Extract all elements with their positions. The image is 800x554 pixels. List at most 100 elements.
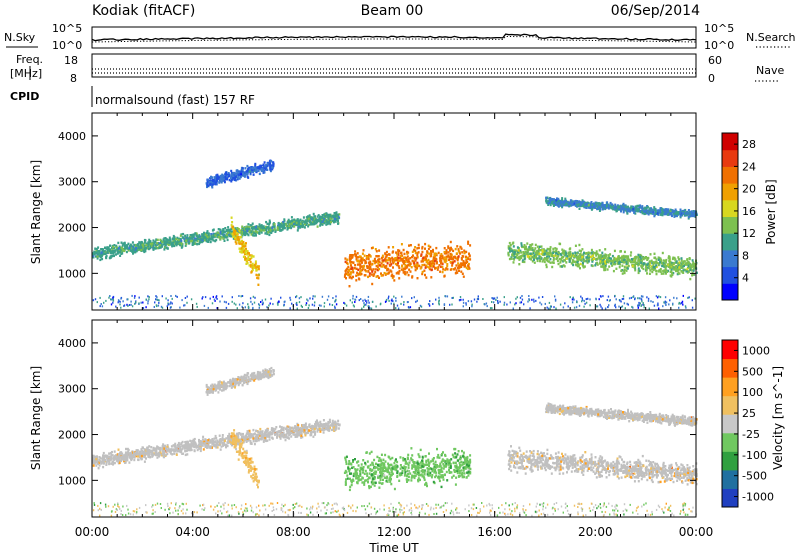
noise-cell	[632, 296, 634, 298]
scatter-cell	[641, 205, 644, 208]
scatter-cell	[561, 197, 564, 200]
scatter-cell	[148, 238, 151, 242]
power-colorbar-label: Power [dB]	[764, 179, 778, 244]
scatter-cell	[669, 211, 672, 215]
nave-tick-bottom: 0	[708, 72, 715, 85]
scatter-cell	[335, 211, 338, 214]
noise-cell	[207, 306, 209, 309]
scatter-cell	[149, 245, 152, 248]
noise-cell	[684, 305, 687, 308]
noise-cell	[643, 304, 645, 307]
scatter-cell	[252, 226, 255, 229]
scatter-cell	[111, 246, 113, 250]
scatter-cell	[590, 201, 593, 204]
noise-cell	[659, 296, 662, 299]
noise-cell	[509, 301, 511, 304]
scatter-cell	[149, 240, 151, 243]
scatter-cell	[626, 209, 629, 213]
noise-cell	[184, 297, 187, 299]
scatter-cell	[219, 238, 222, 241]
scatter-cell	[638, 269, 641, 273]
scatter-cell	[105, 254, 108, 258]
scatter-cell	[225, 233, 228, 237]
noise-cell	[533, 300, 535, 303]
scatter-cell	[227, 228, 230, 232]
noise-cell	[147, 302, 149, 305]
scatter-cell	[645, 256, 647, 259]
scatter-cell	[653, 214, 656, 218]
scatter-cell	[422, 256, 425, 260]
noise-cell	[486, 305, 488, 308]
scatter-cell	[112, 252, 115, 255]
scatter-cell	[163, 237, 166, 240]
scatter-cell	[290, 226, 293, 230]
scatter-cell	[349, 260, 352, 263]
scatter-cell	[350, 264, 352, 267]
scatter-cell	[221, 232, 224, 235]
scatter-cell	[549, 258, 552, 261]
scatter-cell	[575, 255, 578, 259]
scatter-cell	[206, 231, 208, 235]
scatter-cell	[363, 274, 366, 277]
scatter-cell	[406, 250, 408, 254]
scatter-cell	[263, 171, 266, 174]
scatter-cell	[512, 261, 515, 264]
scatter-cell	[633, 211, 636, 214]
scatter-cell	[640, 264, 643, 268]
nsky-frame	[91, 26, 697, 49]
noise-cell	[355, 295, 358, 298]
scatter-cell	[96, 257, 99, 260]
scatter-cell	[437, 266, 440, 269]
scatter-cell	[188, 241, 191, 245]
scatter-cell	[385, 255, 388, 258]
scatter-cell	[617, 255, 620, 258]
scatter-cell	[536, 252, 539, 255]
scatter-cell	[132, 245, 135, 249]
scatter-cell	[549, 246, 552, 249]
noise-cell	[620, 300, 622, 303]
scatter-cell	[611, 203, 614, 206]
scatter-cell	[560, 201, 562, 204]
scatter-cell	[99, 254, 102, 257]
freq-label: Freq.	[16, 53, 43, 66]
scatter-cell	[245, 170, 248, 173]
noise-cell	[678, 301, 681, 304]
scatter-cell	[240, 228, 243, 232]
scatter-cell	[368, 253, 370, 257]
scatter-cell	[316, 225, 319, 228]
scatter-cell	[230, 169, 233, 173]
scatter-cell	[262, 163, 265, 166]
scatter-cell	[557, 262, 560, 266]
noise-cell	[555, 307, 557, 310]
scatter-cell	[198, 234, 201, 237]
scatter-cell	[579, 262, 582, 266]
scatter-cell	[236, 176, 239, 179]
scatter-cell	[596, 261, 599, 265]
scatter-cell	[246, 164, 249, 168]
nsky-tick-bottom-right: 10^0	[704, 39, 734, 52]
scatter-cell	[92, 256, 95, 259]
noise-cell	[664, 296, 667, 299]
scatter-cell	[212, 236, 215, 239]
scatter-cell	[109, 248, 112, 251]
scatter-cell	[562, 264, 565, 267]
scatter-cell	[144, 246, 147, 250]
noise-cell	[272, 303, 274, 306]
scatter-cell	[157, 246, 160, 250]
scatter-cell	[149, 242, 152, 246]
noise-cell	[186, 301, 188, 304]
scatter-cell	[147, 245, 150, 248]
scatter-cell	[317, 214, 320, 217]
noise-cell	[170, 295, 172, 297]
noise-cell	[296, 304, 298, 306]
scatter-cell	[388, 264, 391, 267]
scatter-cell	[258, 223, 261, 226]
scatter-cell	[654, 260, 657, 264]
noise-cell	[236, 307, 238, 310]
scatter-cell	[325, 223, 328, 226]
noise-cell	[443, 304, 446, 307]
scatter-cell	[133, 251, 136, 254]
scatter-cell	[349, 275, 352, 279]
scatter-cell	[291, 222, 294, 225]
noise-cell	[407, 301, 409, 303]
